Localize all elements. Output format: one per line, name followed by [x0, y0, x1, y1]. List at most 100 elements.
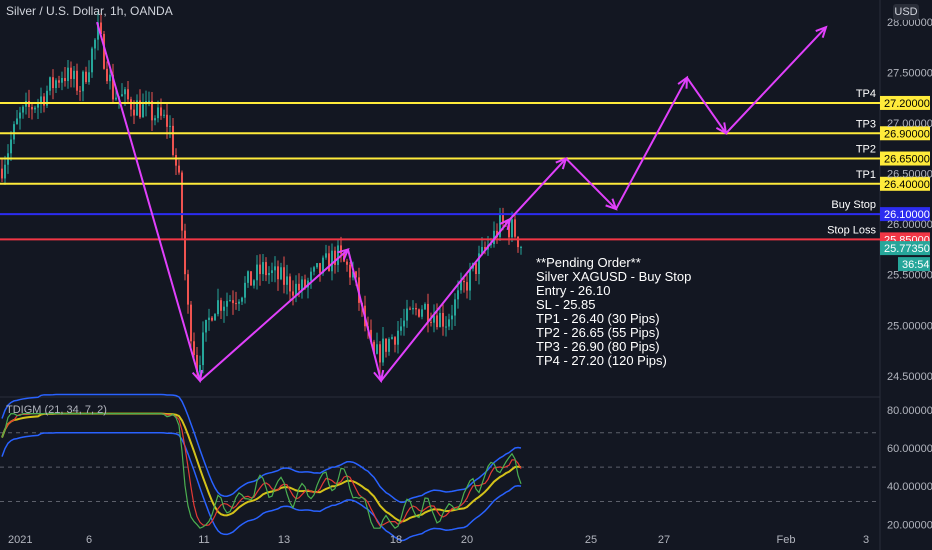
- candle-body: [76, 70, 78, 91]
- oscillator-pane: 20.00000 40.00000 60.00000 80.00000: [0, 393, 932, 542]
- candle-body: [391, 337, 393, 339]
- currency-button[interactable]: USD: [893, 4, 919, 20]
- candle-body: [52, 77, 54, 89]
- candle-body: [55, 80, 57, 89]
- candle-body: [406, 308, 408, 321]
- candle-body: [421, 309, 423, 317]
- candle-body: [151, 100, 153, 121]
- symbol-title[interactable]: Silver / U.S. Dollar, 1h, OANDA: [6, 4, 173, 18]
- candle-body: [508, 224, 510, 238]
- candle-body: [82, 71, 84, 92]
- candle-body: [334, 250, 336, 265]
- note-line: TP2 - 26.65 (55 Pips): [536, 325, 660, 340]
- candle-body: [136, 100, 138, 116]
- arrow-head: [715, 122, 728, 136]
- candle-body: [388, 338, 390, 352]
- candle-body: [139, 100, 141, 118]
- candle-body: [19, 112, 21, 119]
- candle-body: [400, 326, 402, 331]
- time-tick-label: Feb: [777, 534, 796, 546]
- candle-body: [370, 329, 372, 342]
- candle-body: [91, 48, 93, 73]
- candle-body: [292, 291, 294, 296]
- level-price-label: 26.40000: [884, 179, 930, 191]
- time-tick-label: 6: [86, 534, 92, 546]
- candle-body: [142, 104, 144, 118]
- indicator-title[interactable]: TDIGM (21, 34, 7, 2): [6, 404, 107, 416]
- candle-body: [190, 304, 192, 342]
- candle-body: [256, 264, 258, 281]
- candle-body: [460, 281, 462, 291]
- candle-body: [499, 214, 501, 238]
- candle-body: [202, 332, 204, 366]
- candle-body: [124, 89, 126, 95]
- level-price-tag: [880, 95, 930, 110]
- note-line: Silver XAGUSD - Buy Stop: [536, 269, 692, 284]
- level-price-tag: [880, 151, 930, 166]
- candle-body: [253, 280, 255, 286]
- price-tick-label: 24.50000: [887, 371, 932, 383]
- oscillator-fast-line: [1, 413, 522, 529]
- price-tick-label: 26.50000: [887, 169, 932, 181]
- level-price-label: 26.10000: [884, 209, 930, 221]
- arrow-head: [499, 217, 512, 231]
- note-line: Entry - 26.10: [536, 283, 611, 298]
- candle-body: [289, 276, 291, 292]
- candle-body: [196, 355, 198, 373]
- candle-body: [193, 341, 195, 356]
- candle-body: [298, 283, 300, 291]
- price-tick-label: 27.00000: [887, 118, 932, 130]
- candle-body: [484, 246, 486, 250]
- last-price-tag: [880, 241, 930, 256]
- candle-body: [352, 271, 354, 278]
- candle-body: [67, 67, 69, 82]
- candle-body: [415, 307, 417, 310]
- candle-body: [115, 97, 117, 100]
- level-name: TP4: [856, 88, 876, 100]
- candle-body: [73, 70, 75, 79]
- candle-body: [493, 230, 495, 244]
- oscillator-tick-label: 20.00000: [887, 519, 932, 531]
- candle-body: [349, 264, 351, 278]
- time-axis: 2021 6 11 13 18 20 25 27 Feb 3: [8, 534, 869, 546]
- candle-body: [373, 341, 375, 354]
- candle-body: [433, 315, 435, 323]
- price-tick-label: 25.50000: [887, 270, 932, 282]
- candle-body: [445, 326, 447, 328]
- candle-body: [382, 338, 384, 363]
- time-tick-label: 3: [863, 534, 869, 546]
- candle-body: [355, 271, 357, 278]
- price-tick-label: 28.00000: [887, 17, 932, 29]
- candle-body: [58, 80, 60, 83]
- level-name: TP3: [856, 118, 876, 130]
- candle-body: [412, 307, 414, 310]
- candle-body: [514, 219, 516, 237]
- candle-body: [85, 71, 87, 83]
- grid: [0, 0, 881, 550]
- candle-body: [148, 100, 150, 102]
- candle-body: [271, 270, 273, 274]
- level-price-tag: [880, 176, 930, 191]
- candle-body: [166, 114, 168, 127]
- arrow-head: [815, 25, 828, 38]
- candle-body: [277, 266, 279, 280]
- time-tick-label: 13: [278, 534, 290, 546]
- candle-body: [127, 89, 129, 100]
- candle-body: [178, 165, 180, 173]
- candle-body: [64, 78, 66, 82]
- candle-body: [262, 262, 264, 275]
- note-line: TP1 - 26.40 (30 Pips): [536, 311, 660, 326]
- candle-body: [181, 172, 183, 231]
- candle-body: [301, 279, 303, 291]
- candle-body: [469, 268, 471, 291]
- time-tick-label: 11: [198, 534, 209, 546]
- candle-body: [103, 34, 105, 69]
- arrow-head: [555, 156, 568, 170]
- time-tick-label: 20: [461, 534, 473, 546]
- candle-body: [88, 72, 90, 83]
- level-price-tag: [880, 126, 930, 141]
- candle-body: [394, 337, 396, 345]
- candle-body: [520, 246, 522, 248]
- candle-body: [517, 236, 519, 248]
- oscillator-tick-label: 80.00000: [887, 405, 932, 417]
